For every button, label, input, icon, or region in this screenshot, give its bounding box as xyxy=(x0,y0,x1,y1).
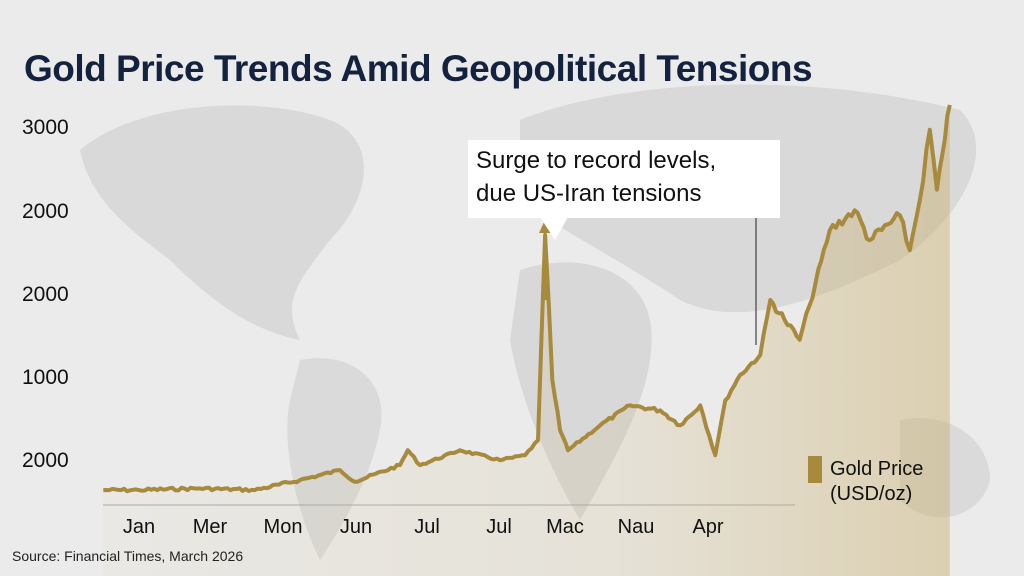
y-tick-label: 3000 xyxy=(22,116,69,139)
source-note: Source: Financial Times, March 2026 xyxy=(12,548,244,564)
x-tick-label: Jan xyxy=(122,516,156,538)
annotation-pointer xyxy=(540,217,568,240)
annotation-arrowhead xyxy=(539,220,551,233)
y-tick-label: 2000 xyxy=(22,449,69,472)
legend-label: Gold Price (USD/oz) xyxy=(830,457,950,507)
x-tick-label: Apr xyxy=(692,516,724,538)
legend-line-2: (USD/oz) xyxy=(830,483,913,505)
chart-title: Gold Price Trends Amid Geopolitical Tens… xyxy=(24,48,813,89)
annotation-line-1: Surge to record levels, xyxy=(476,147,717,174)
y-tick-label: 2000 xyxy=(22,200,69,223)
annotation-box: Surge to record levels, due US-Iran tens… xyxy=(468,140,780,218)
x-tick-label: Nau xyxy=(617,516,655,538)
series-line-gold-price xyxy=(103,104,952,494)
y-tick-label: 1000 xyxy=(22,366,69,389)
series-area-fill xyxy=(103,104,950,576)
x-tick-label: Jun xyxy=(339,516,373,538)
x-tick-label: Jul xyxy=(486,516,512,538)
y-tick-label: 2000 xyxy=(22,283,69,306)
legend-line-1: Gold Price xyxy=(830,458,924,480)
x-tick-label: Mon xyxy=(263,516,303,538)
x-tick-label: Jul xyxy=(414,516,440,538)
x-tick-label: Mer xyxy=(192,516,228,538)
legend-swatch xyxy=(808,456,822,483)
x-tick-label: Mac xyxy=(546,516,584,538)
annotation-line-2: due US-Iran tensions xyxy=(476,180,702,207)
